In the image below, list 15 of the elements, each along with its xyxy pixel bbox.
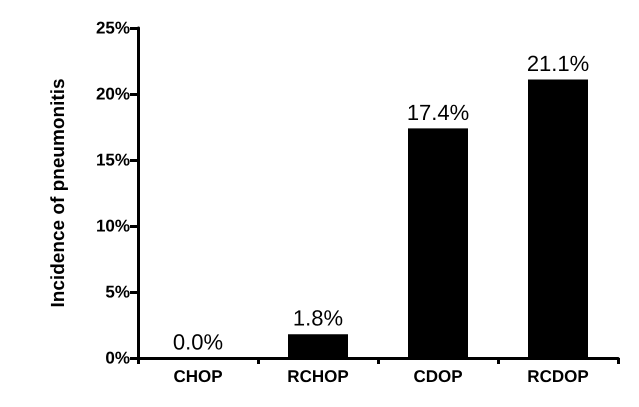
data-label: 21.1% xyxy=(526,50,590,76)
y-tick-label: 10% xyxy=(96,216,130,236)
data-label: 0.0% xyxy=(172,330,224,354)
y-axis-title: Incidence of pneumonitis xyxy=(48,78,69,308)
x-tick-label: CDOP xyxy=(413,367,463,386)
y-tick-label: 5% xyxy=(105,282,130,302)
x-tick-label: RCHOP xyxy=(287,367,349,386)
data-label: 1.8% xyxy=(292,306,344,331)
data-label: 17.4% xyxy=(406,100,470,125)
y-tick-label: 20% xyxy=(96,84,130,104)
x-tick-label: CHOP xyxy=(173,367,223,386)
y-tick-label: 15% xyxy=(96,150,130,170)
x-tick-label: RCDOP xyxy=(527,367,589,386)
y-tick-label: 25% xyxy=(96,18,130,38)
y-tick-label: 0% xyxy=(105,348,130,368)
